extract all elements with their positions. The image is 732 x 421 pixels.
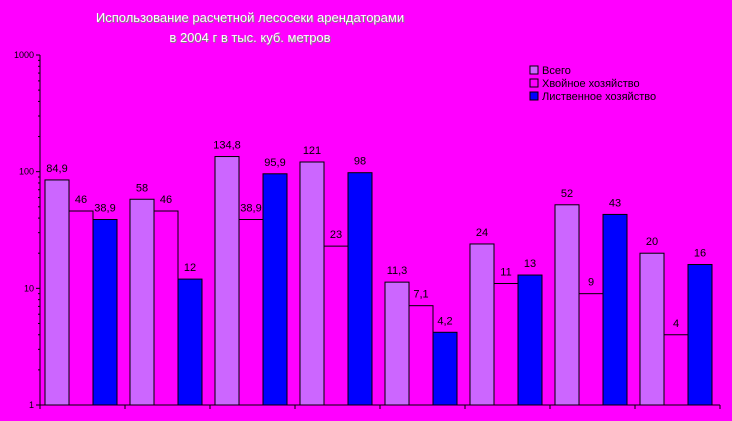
data-label: 23 xyxy=(330,229,342,241)
data-label: 46 xyxy=(75,194,87,206)
bar xyxy=(299,161,325,406)
bar xyxy=(323,245,349,406)
bar xyxy=(408,305,434,406)
bar xyxy=(663,334,689,406)
bar xyxy=(384,281,410,406)
data-label: 11,3 xyxy=(387,265,408,277)
bar xyxy=(177,278,203,406)
data-label: 20 xyxy=(646,236,658,248)
bar xyxy=(238,219,264,406)
data-label: 43 xyxy=(609,197,621,209)
data-label: 12 xyxy=(184,262,196,274)
chart-title-line-1: Использование расчетной лесосеки арендат… xyxy=(95,10,405,25)
data-label: 9 xyxy=(588,277,594,289)
legend-label: Всего xyxy=(542,65,571,77)
data-label: 134,8 xyxy=(213,140,241,152)
data-label: 38,9 xyxy=(94,203,115,215)
chart-title-line-2: в 2004 г в тыс. куб. метров xyxy=(169,30,331,45)
legend-swatch xyxy=(529,65,539,75)
legend-swatch xyxy=(529,78,539,88)
legend-label: Хвойное хозяйство xyxy=(542,78,640,90)
legend-label: Лиственное хозяйство xyxy=(542,91,656,103)
bar xyxy=(347,172,373,406)
data-label: 95,9 xyxy=(264,157,285,169)
bar xyxy=(432,331,458,406)
data-label: 13 xyxy=(524,258,536,270)
bar xyxy=(153,210,179,406)
bar xyxy=(44,179,70,406)
data-label: 46 xyxy=(160,194,172,206)
bar xyxy=(214,156,240,406)
bar xyxy=(517,274,543,406)
data-label: 4 xyxy=(673,318,679,330)
data-label: 121 xyxy=(303,145,321,157)
bar xyxy=(493,283,519,406)
data-label: 98 xyxy=(354,156,366,168)
bar xyxy=(262,173,288,406)
bar xyxy=(687,264,713,406)
bar xyxy=(639,252,665,406)
data-label: 16 xyxy=(694,248,706,260)
data-label: 4,2 xyxy=(437,315,452,327)
bar xyxy=(554,204,580,406)
y-tick-label: 1000 xyxy=(14,50,34,60)
bar xyxy=(129,198,155,406)
legend-swatch xyxy=(529,91,539,101)
y-tick-label: 10 xyxy=(24,283,34,293)
y-tick-label: 1 xyxy=(29,400,34,410)
data-label: 7,1 xyxy=(413,289,428,301)
bar xyxy=(92,219,118,406)
data-label: 38,9 xyxy=(240,203,261,215)
bar xyxy=(602,213,628,406)
data-label: 11 xyxy=(500,267,511,279)
data-label: 84,9 xyxy=(46,163,67,175)
bar xyxy=(469,243,495,406)
bar xyxy=(68,210,94,406)
data-label: 24 xyxy=(476,227,488,239)
data-label: 52 xyxy=(561,188,573,200)
data-label: 58 xyxy=(136,182,148,194)
bar xyxy=(578,293,604,406)
y-tick-label: 100 xyxy=(19,167,34,177)
